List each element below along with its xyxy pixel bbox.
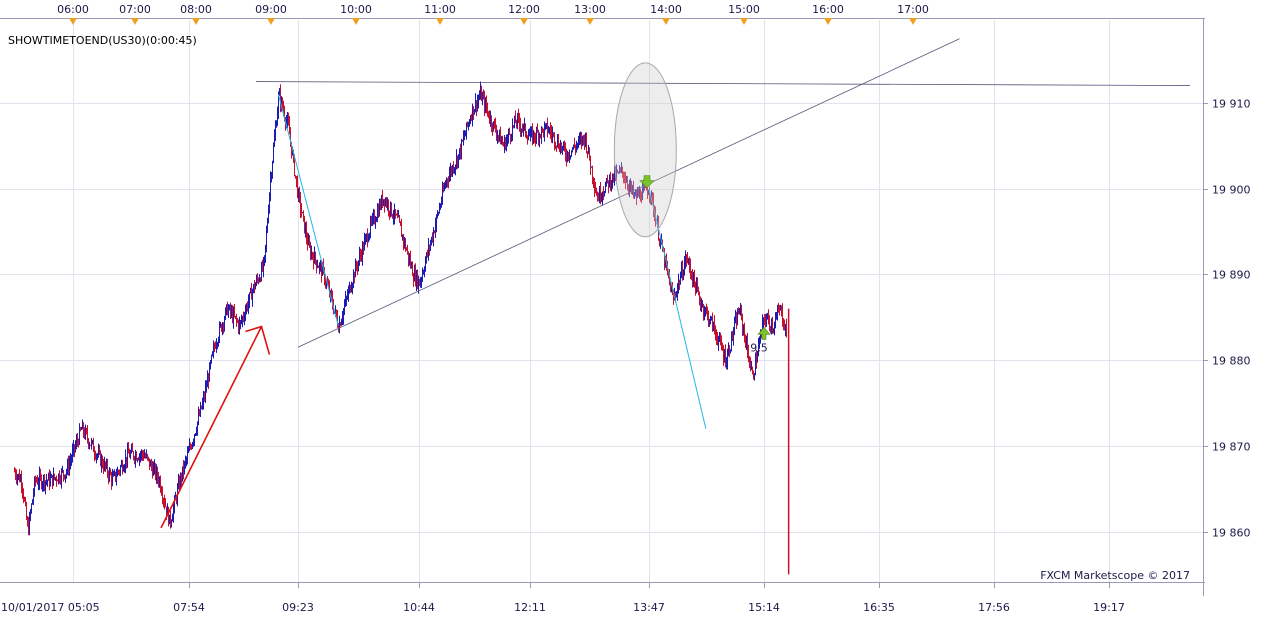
candles xyxy=(14,81,790,575)
session-label: 10:00 xyxy=(340,3,372,16)
time-tick-label: 10/01/2017 05:05 xyxy=(1,601,100,614)
indicator-label: SHOWTIMETOEND(US30)(0:00:45) xyxy=(8,34,197,47)
session-marker-icon xyxy=(436,18,444,25)
red-arrow xyxy=(160,326,263,529)
session-label: 12:00 xyxy=(508,3,540,16)
sell-signal-icon xyxy=(639,175,655,189)
session-marker-icon xyxy=(740,18,748,25)
buy-signal-icon xyxy=(757,326,771,340)
session-label: 16:00 xyxy=(812,3,844,16)
grid xyxy=(0,20,1203,582)
time-tick-label: 15:14 xyxy=(748,601,780,614)
time-axis: 10/01/2017 05:05 07:54 09:23 10:44 12:11 13:4… xyxy=(1,582,1125,614)
time-tick-label: 17:56 xyxy=(978,601,1010,614)
time-tick-label: 09:23 xyxy=(282,601,314,614)
time-tick-label: 13:47 xyxy=(633,601,665,614)
session-label: 08:00 xyxy=(180,3,212,16)
price-tick-label: 19 880 xyxy=(1212,355,1251,368)
price-axis: 19 860 19 870 19 880 19 890 19 900 19 910 xyxy=(1203,98,1251,540)
chart-frame xyxy=(0,18,1263,620)
signal-value-label: 9,5 xyxy=(750,341,768,354)
session-marker-icon xyxy=(192,18,200,25)
price-tick-label: 19 900 xyxy=(1212,184,1251,197)
session-label: 09:00 xyxy=(255,3,287,16)
session-axis: 06:00 07:00 08:00 09:00 10:00 11:00 12:00 13:00… xyxy=(57,3,929,25)
session-marker-icon xyxy=(69,18,77,25)
highlight-ellipse xyxy=(613,62,677,238)
session-label: 06:00 xyxy=(57,3,89,16)
price-tick-label: 19 860 xyxy=(1212,527,1251,540)
time-tick-label: 16:35 xyxy=(863,601,895,614)
session-marker-icon xyxy=(352,18,360,25)
session-marker-icon xyxy=(662,18,670,25)
price-tick-label: 19 910 xyxy=(1212,98,1251,111)
session-label: 07:00 xyxy=(119,3,151,16)
session-label: 17:00 xyxy=(897,3,929,16)
scroll-track[interactable] xyxy=(0,596,1263,620)
session-marker-icon xyxy=(131,18,139,25)
session-marker-icon xyxy=(520,18,528,25)
trendline xyxy=(297,38,960,348)
horizontal-line xyxy=(255,81,1191,86)
cyan-line xyxy=(277,94,339,326)
red-arrow-head-icon xyxy=(245,325,271,355)
drawings: 9,5 xyxy=(160,38,1191,529)
time-tick-label: 07:54 xyxy=(173,601,205,614)
session-marker-icon xyxy=(267,18,275,25)
session-label: 11:00 xyxy=(424,3,456,16)
credit-label: FXCM Marketscope © 2017 xyxy=(1040,569,1190,582)
time-tick-label: 10:44 xyxy=(403,601,435,614)
time-tick-label: 12:11 xyxy=(514,601,546,614)
time-tick-label: 19:17 xyxy=(1093,601,1125,614)
session-label: 15:00 xyxy=(728,3,760,16)
session-marker-icon xyxy=(909,18,917,25)
session-marker-icon xyxy=(824,18,832,25)
session-label: 14:00 xyxy=(650,3,682,16)
session-label: 13:00 xyxy=(574,3,606,16)
price-tick-label: 19 890 xyxy=(1212,269,1251,282)
price-tick-label: 19 870 xyxy=(1212,441,1251,454)
session-marker-icon xyxy=(586,18,594,25)
